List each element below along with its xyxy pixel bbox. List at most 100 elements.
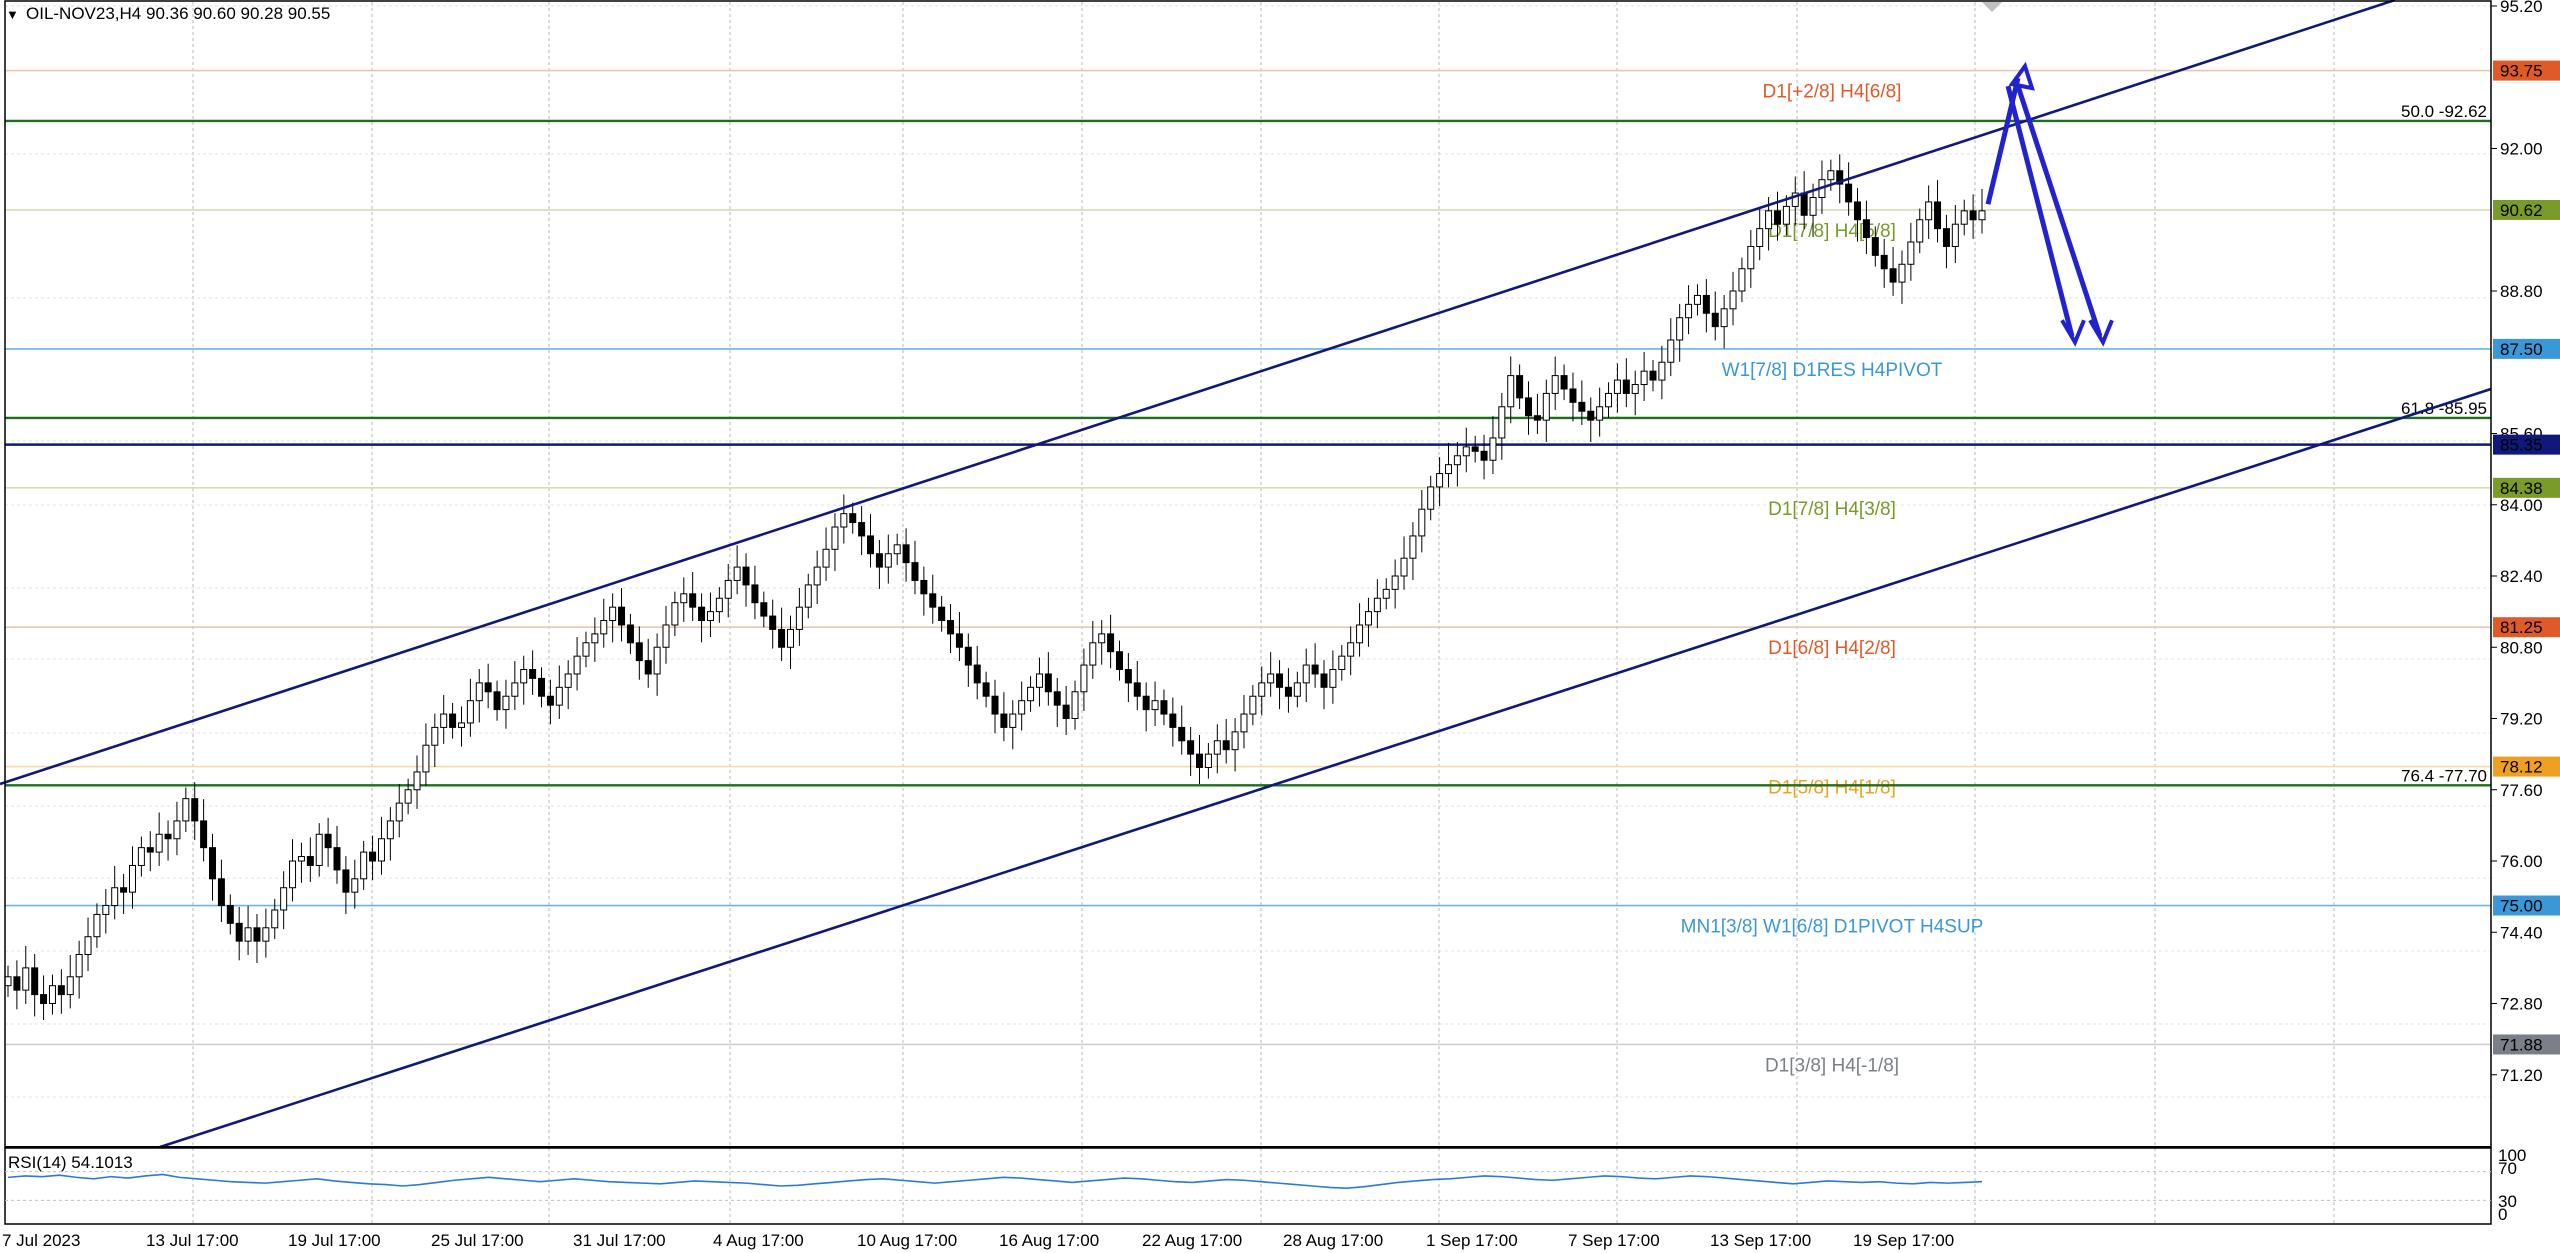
candle-body bbox=[902, 544, 910, 564]
candle-body bbox=[591, 633, 599, 644]
candle-body bbox=[173, 820, 181, 840]
candle-body bbox=[182, 798, 190, 822]
candle-body bbox=[200, 820, 208, 849]
candle-body bbox=[164, 833, 172, 840]
rsi-scale-label: 70 bbox=[2498, 1159, 2517, 1178]
candle-body bbox=[137, 847, 145, 866]
candle-body bbox=[511, 682, 519, 697]
candle-body bbox=[457, 722, 465, 728]
candle-body bbox=[84, 936, 92, 956]
price-tag: 78.12 bbox=[2500, 758, 2543, 777]
candle-body bbox=[1276, 673, 1284, 688]
rsi-pane-border bbox=[4, 1147, 2492, 1225]
candle-body bbox=[1373, 597, 1381, 613]
murrey-level-label: D1[+2/8] H4[6/8] bbox=[1763, 82, 1902, 103]
price-tag: 85.35 bbox=[2500, 436, 2543, 455]
candle-body bbox=[1400, 557, 1408, 577]
candle-body bbox=[75, 954, 83, 978]
price-tick-label: 84.00 bbox=[2500, 496, 2543, 515]
candle-body bbox=[1249, 695, 1257, 715]
rsi-scale-label: 0 bbox=[2498, 1205, 2507, 1224]
candle-body bbox=[297, 856, 305, 862]
candle-body bbox=[1498, 406, 1506, 439]
candle-body bbox=[191, 798, 199, 822]
candle-body bbox=[653, 646, 661, 675]
candle-body bbox=[1356, 624, 1364, 644]
candle-body bbox=[1925, 201, 1933, 221]
price-tick-label: 72.80 bbox=[2500, 995, 2543, 1014]
candle-body bbox=[1880, 254, 1888, 270]
time-tick-label: 28 Aug 17:00 bbox=[1283, 1231, 1383, 1250]
candle-body bbox=[947, 620, 955, 635]
candle-body bbox=[40, 994, 48, 1004]
candle-body bbox=[111, 887, 119, 907]
candle-body bbox=[1098, 633, 1106, 644]
candle-body bbox=[626, 624, 634, 644]
candle-body bbox=[1320, 673, 1328, 688]
price-tick-label: 76.00 bbox=[2500, 852, 2543, 871]
candle-body bbox=[315, 833, 323, 866]
candle-body bbox=[22, 967, 30, 991]
candle-body bbox=[1640, 370, 1648, 386]
price-tag: 87.50 bbox=[2500, 340, 2543, 359]
candle-body bbox=[155, 833, 163, 853]
candles bbox=[4, 154, 1986, 1020]
candle-body bbox=[1196, 753, 1204, 768]
candle-body bbox=[1809, 196, 1817, 216]
candle-body bbox=[1542, 392, 1550, 421]
candle-body bbox=[1676, 317, 1684, 341]
rsi-scale-label: 100 bbox=[2498, 1146, 2526, 1165]
candle-body bbox=[884, 553, 892, 568]
price-tag: 84.38 bbox=[2500, 479, 2543, 498]
candle-body bbox=[671, 602, 679, 626]
candle-body bbox=[600, 620, 608, 635]
candle-body bbox=[1800, 192, 1808, 216]
candle-body bbox=[1213, 740, 1221, 755]
candle-body bbox=[1151, 700, 1159, 711]
candle-body bbox=[271, 909, 279, 929]
candle-body bbox=[1622, 379, 1630, 394]
price-tag-bg bbox=[2493, 60, 2560, 81]
candle-body bbox=[831, 526, 839, 550]
candle-body bbox=[1960, 210, 1968, 225]
candle-body bbox=[1133, 682, 1141, 697]
channel-lines bbox=[0, 0, 2492, 1149]
candle-body bbox=[733, 566, 741, 581]
candle-body bbox=[1907, 241, 1915, 265]
candle-body bbox=[724, 579, 732, 599]
candle-body bbox=[689, 593, 697, 608]
chart-shift-marker[interactable] bbox=[1982, 2, 2002, 12]
candle-body bbox=[1560, 375, 1568, 390]
price-tag-bg bbox=[2493, 338, 2560, 359]
candle-body bbox=[1569, 388, 1577, 403]
candle-body bbox=[920, 579, 928, 595]
candle-body bbox=[1649, 370, 1657, 381]
candle-body bbox=[1142, 695, 1150, 711]
price-tag-bg bbox=[2493, 434, 2560, 455]
price-tick-label: 79.20 bbox=[2500, 710, 2543, 729]
time-tick-label: 7 Sep 17:00 bbox=[1568, 1231, 1660, 1250]
candle-body bbox=[1222, 740, 1230, 751]
candle-body bbox=[955, 633, 963, 648]
candle-body bbox=[351, 878, 359, 893]
symbol-menu-icon[interactable]: ▼ bbox=[6, 7, 19, 22]
candle-body bbox=[31, 967, 39, 996]
candle-body bbox=[395, 802, 403, 822]
candle-body bbox=[555, 686, 563, 706]
candle-body bbox=[582, 642, 590, 657]
candle-body bbox=[413, 771, 421, 791]
arrow-down-shaft-2 bbox=[2015, 85, 2103, 337]
candle-body bbox=[289, 860, 297, 889]
price-tag-bg bbox=[2493, 895, 2560, 916]
candle-body bbox=[1027, 686, 1035, 702]
candle-body bbox=[769, 615, 777, 630]
time-tick-label: 22 Aug 17:00 bbox=[1142, 1231, 1242, 1250]
candle-body bbox=[1489, 437, 1497, 461]
candle-body bbox=[1347, 642, 1355, 657]
candle-body bbox=[280, 887, 288, 911]
candle-body bbox=[840, 513, 848, 528]
price-tag-bg bbox=[2493, 1034, 2560, 1055]
price-tag-bg bbox=[2493, 477, 2560, 498]
